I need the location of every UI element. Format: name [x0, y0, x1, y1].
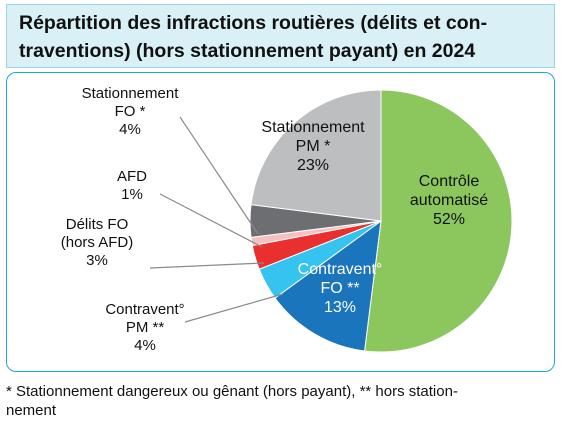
slice-label-contravent-pm: Contravent°PM **4% — [105, 301, 184, 354]
leader-line-afd — [159, 193, 263, 248]
title-box: Répartition des infractions routières (d… — [6, 4, 555, 68]
slice-name-label: Stationnement — [82, 85, 180, 102]
slice-name-label: Contravent° — [105, 301, 184, 318]
slice-value-label: 3% — [86, 252, 108, 269]
chart-title: Répartition des infractions routières (d… — [19, 9, 546, 65]
slice-label-controle-automatise: Contrôle automatisé 52% — [410, 173, 488, 228]
pie-chart: Contrôle automatisé 52% Contravent° FO ** 13%… — [61, 85, 513, 354]
slice-name-label: (hors AFD) — [61, 234, 134, 251]
pie-slice-stationnement-pm — [250, 89, 382, 222]
leader-line-contravent-pm — [184, 293, 284, 323]
slice-label-stationnement-pm: Stationnement PM * 23% — [261, 119, 365, 174]
slice-name-label: Contravent° — [298, 261, 383, 278]
pie-slice-contravent-fo — [274, 219, 382, 352]
slice-name-label: automatisé — [410, 192, 488, 209]
slice-name-label: FO * — [115, 103, 146, 120]
footnote: * Stationnement dangereux ou gênant (hor… — [6, 382, 558, 420]
footnote-line-1: * Stationnement dangereux ou gênant (hor… — [6, 383, 458, 400]
footnote-line-2: nement — [6, 402, 57, 419]
slice-name-label: Contrôle — [419, 173, 480, 190]
slice-value-label: 52% — [433, 211, 465, 228]
slice-value-label: 4% — [119, 121, 141, 138]
slice-name-label: PM ** — [126, 319, 165, 336]
slice-name-label: Stationnement — [261, 119, 365, 136]
slice-value-label: 4% — [134, 337, 156, 354]
chart-frame — [6, 72, 555, 372]
slice-name-label: PM * — [296, 138, 331, 155]
slice-value-label: 13% — [324, 299, 356, 316]
slice-name-label: Délits FO — [66, 216, 129, 233]
leader-line-stationnement-fo — [179, 116, 259, 235]
slice-label-delits-fo-hors-afd: Délits FO(hors AFD)3% — [61, 216, 134, 269]
chart-title-line-1: Répartition des infractions routières (d… — [19, 12, 488, 34]
pie-slice-controle-automatise — [364, 89, 513, 353]
slice-value-label: 1% — [121, 186, 143, 203]
slice-label-contravent-fo: Contravent° FO ** 13% — [298, 261, 383, 316]
chart-title-line-2: traventions) (hors stationnement payant)… — [19, 40, 476, 62]
leader-line-delits-fo-hors-afd — [149, 262, 265, 269]
slice-name-label: AFD — [117, 168, 147, 185]
slice-value-label: 23% — [297, 157, 329, 174]
slice-name-label: FO ** — [320, 280, 359, 297]
